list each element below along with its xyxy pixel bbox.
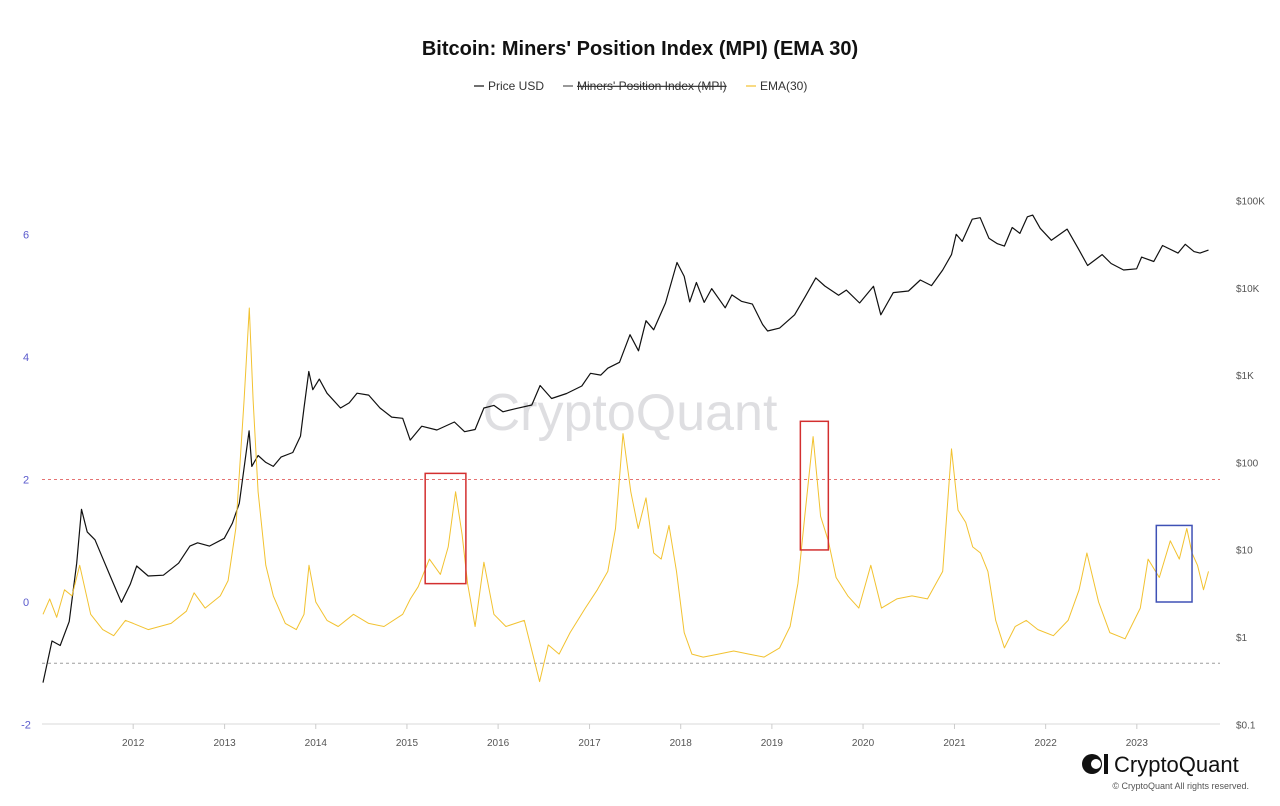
right-tick-label: $100	[1236, 458, 1259, 469]
legend: Price USD Miners' Position Index (MPI) EMA…	[474, 79, 807, 93]
x-tick-label: 2019	[761, 738, 784, 749]
chart-title: Bitcoin: Miners' Position Index (MPI) (E…	[422, 38, 858, 60]
right-tick-label: $1	[1236, 633, 1248, 644]
left-tick-label: 6	[23, 230, 29, 242]
left-axis: 6 4 2 0 -2	[21, 230, 31, 732]
legend-label: Price USD	[488, 79, 544, 93]
highlight-box	[1155, 524, 1193, 603]
legend-item: EMA(30)	[746, 79, 807, 93]
right-tick-label: $10K	[1236, 284, 1260, 295]
right-tick-label: $0.1	[1236, 720, 1256, 731]
highlight-boxes	[424, 420, 1193, 603]
watermark: CryptoQuant	[483, 384, 778, 442]
legend-item: Price USD	[474, 79, 544, 93]
right-tick-label: $1K	[1236, 371, 1254, 382]
left-tick-label: 2	[23, 475, 29, 487]
right-tick-label: $10	[1236, 546, 1253, 557]
left-tick-label: 4	[23, 352, 29, 364]
x-axis: 2012 2013 2014 2015 2016 2017 2018 2019 2020 2021…	[122, 724, 1148, 749]
legend-label: EMA(30)	[760, 79, 807, 93]
x-tick-label: 2018	[670, 738, 693, 749]
highlight-box	[799, 420, 830, 551]
threshold-lines	[42, 479, 1220, 664]
x-tick-label: 2021	[943, 738, 966, 749]
x-tick-label: 2017	[578, 738, 601, 749]
legend-label: Miners' Position Index (MPI)	[577, 79, 727, 93]
x-tick-label: 2013	[213, 738, 236, 749]
brand-name: CryptoQuant	[1114, 752, 1239, 777]
ema-30-line	[42, 307, 1209, 683]
price-usd-line	[42, 214, 1209, 683]
right-axis: $100K $10K $1K $100 $10 $1 $0.1	[1236, 197, 1265, 732]
x-tick-label: 2022	[1035, 738, 1058, 749]
series-layer	[42, 214, 1209, 683]
legend-item: Miners' Position Index (MPI)	[563, 79, 727, 93]
x-tick-label: 2016	[487, 738, 510, 749]
x-tick-label: 2012	[122, 738, 145, 749]
brand-logo: CryptoQuant	[1082, 752, 1239, 777]
x-tick-label: 2014	[305, 738, 328, 749]
right-tick-label: $100K	[1236, 197, 1265, 208]
x-tick-label: 2020	[852, 738, 875, 749]
x-tick-label: 2023	[1126, 738, 1149, 749]
copyright: © CryptoQuant All rights reserved.	[1112, 781, 1249, 791]
brand-logo-icon-bar	[1104, 754, 1108, 774]
x-tick-label: 2015	[396, 738, 419, 749]
left-tick-label: 0	[23, 597, 29, 609]
left-tick-label: -2	[21, 720, 31, 732]
brand-logo-icon-inner	[1091, 759, 1101, 769]
highlight-box	[424, 472, 467, 585]
